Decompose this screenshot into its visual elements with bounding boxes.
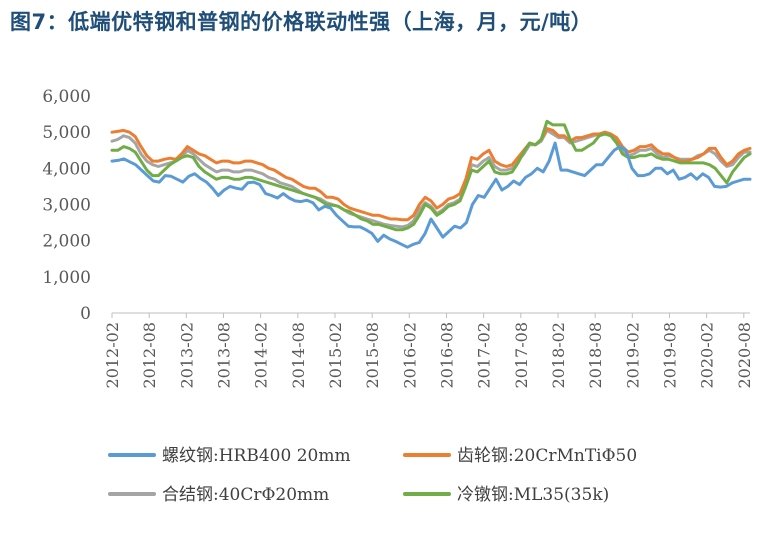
x-tick-label: 2014-02 [252, 322, 271, 388]
x-tick-label: 2012-02 [103, 322, 122, 388]
x-tick-label: 2013-08 [214, 322, 233, 388]
x-tick-label: 2017-02 [475, 322, 494, 388]
y-tick-label: 6,000 [42, 87, 91, 107]
chart-title: 图7：低端优特钢和普钢的价格联动性强（上海，月，元/吨） [10, 10, 593, 34]
y-tick-label: 0 [80, 304, 91, 324]
x-tick-label: 2018-02 [549, 322, 568, 388]
y-tick-label: 1,000 [42, 268, 91, 288]
y-tick-label: 3,000 [42, 196, 91, 216]
series-line-0 [110, 141, 752, 249]
x-tick-label: 2015-02 [326, 322, 345, 388]
series-line-2 [110, 128, 752, 229]
x-tick-label: 2019-08 [660, 322, 679, 388]
x-tick-label: 2016-02 [400, 322, 419, 388]
x-tick-label: 2020-08 [735, 322, 754, 388]
y-tick-label: 2,000 [42, 232, 91, 252]
x-tick-label: 2018-08 [586, 322, 605, 388]
series-line-3 [110, 119, 752, 232]
x-tick-label: 2017-08 [512, 322, 531, 388]
legend-label-2: 合结钢:40CrΦ20mm [162, 485, 329, 505]
y-tick-label: 4,000 [42, 159, 91, 179]
x-tick-label: 2019-02 [623, 322, 642, 388]
legend-label-0: 螺纹钢:HRB400 20mm [162, 446, 351, 466]
series-line-1 [110, 127, 752, 222]
x-tick-label: 2020-02 [698, 322, 717, 388]
x-tick-label: 2015-08 [363, 322, 382, 388]
y-tick-label: 5,000 [42, 123, 91, 143]
legend-label-3: 冷镦钢:ML35(35k) [457, 485, 609, 505]
x-tick-label: 2013-02 [177, 322, 196, 388]
legend-label-1: 齿轮钢:20CrMnTiΦ50 [457, 446, 637, 466]
x-tick-label: 2016-08 [437, 322, 456, 388]
x-tick-label: 2014-08 [289, 322, 308, 388]
x-tick-label: 2012-08 [140, 322, 159, 388]
